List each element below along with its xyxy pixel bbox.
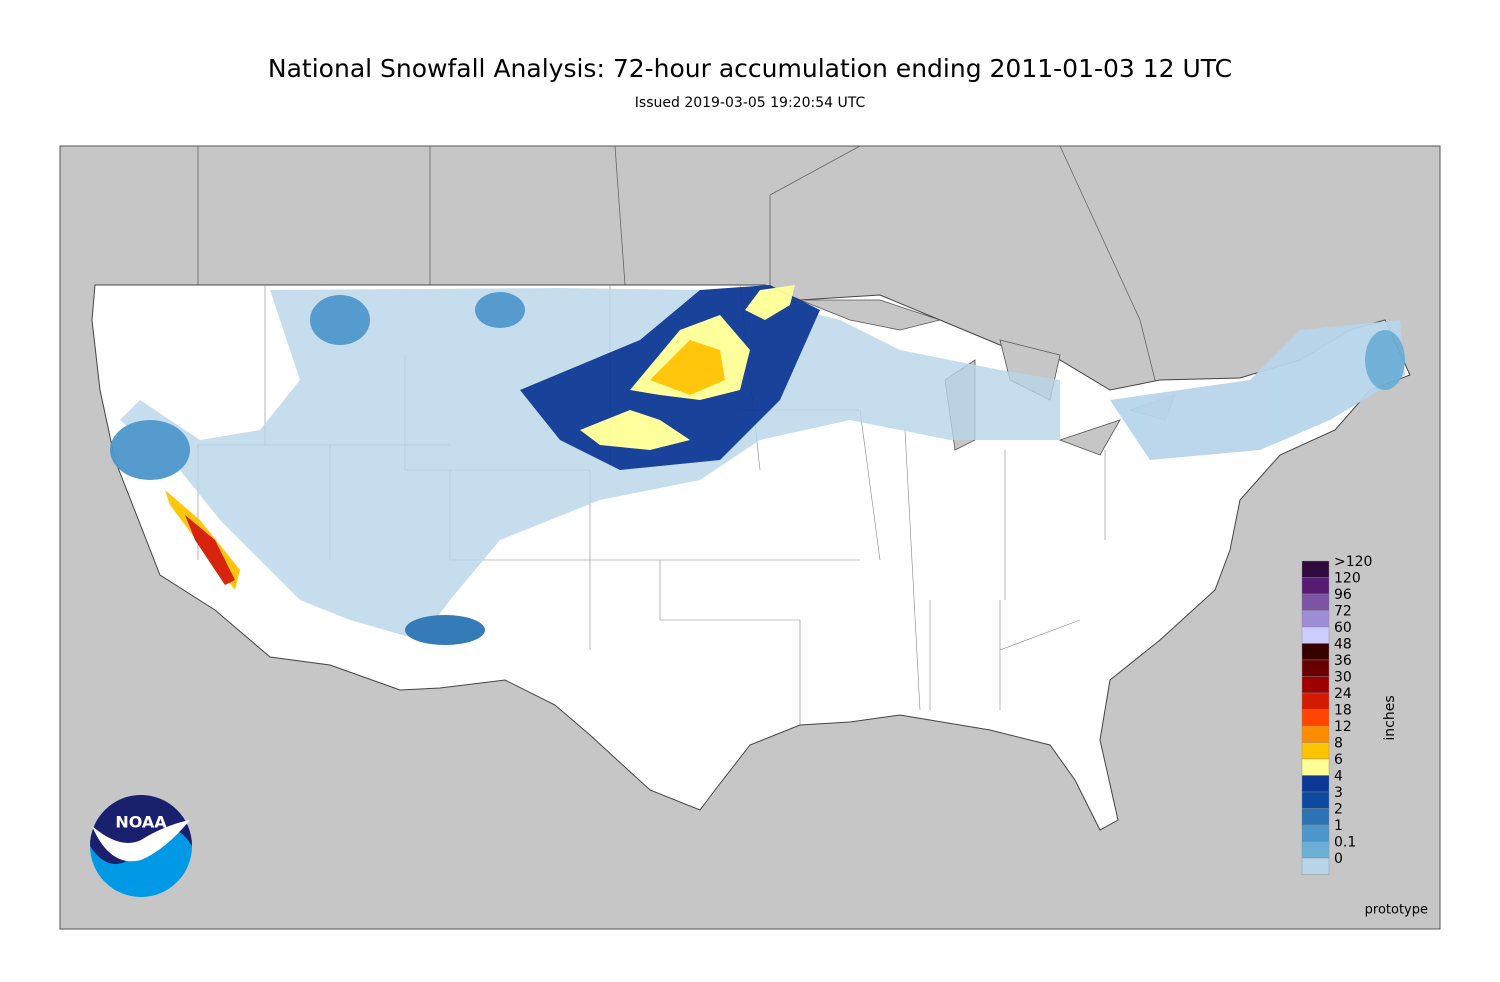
- legend-swatch: [1301, 742, 1330, 760]
- legend-label: 72: [1334, 604, 1352, 620]
- legend-swatch: [1301, 709, 1330, 727]
- legend-swatch: [1301, 758, 1330, 776]
- legend-label: 0.1: [1334, 835, 1356, 851]
- legend-label: 36: [1334, 653, 1352, 669]
- legend-label: 12: [1334, 719, 1352, 735]
- legend-label: 6: [1334, 752, 1343, 768]
- legend-label: 0: [1334, 851, 1343, 867]
- title: National Snowfall Analysis: 72-hour accu…: [268, 54, 1232, 83]
- legend-swatch: [1301, 857, 1330, 875]
- legend-label: >120: [1334, 554, 1372, 570]
- legend-label: 30: [1334, 670, 1352, 686]
- legend-swatch: [1301, 775, 1330, 793]
- noaa-logo: NOAA: [90, 795, 192, 897]
- legend-swatch: [1301, 659, 1330, 677]
- legend-label: 8: [1334, 736, 1343, 752]
- legend-label: 96: [1334, 587, 1352, 603]
- legend-swatch: [1301, 725, 1330, 743]
- legend-swatch: [1301, 676, 1330, 694]
- legend-label: 120: [1334, 571, 1361, 587]
- snowfall: [110, 285, 1405, 645]
- footer-note: prototype: [1365, 903, 1428, 918]
- legend-swatch: [1301, 692, 1330, 710]
- legend-swatch: [1301, 841, 1330, 859]
- legend-swatch: [1301, 791, 1330, 809]
- legend-label: 4: [1334, 769, 1343, 785]
- legend-label: 24: [1334, 686, 1352, 702]
- legend-label: 48: [1334, 637, 1352, 653]
- legend-swatch: [1301, 824, 1330, 842]
- legend-swatch: [1301, 643, 1330, 661]
- legend-label: 2: [1334, 802, 1343, 818]
- legend-label: 18: [1334, 703, 1352, 719]
- legend-swatch: [1301, 808, 1330, 826]
- legend-swatch: [1301, 626, 1330, 644]
- legend-swatch: [1301, 593, 1330, 611]
- legend-label: 1: [1334, 818, 1343, 834]
- legend-swatch: [1301, 560, 1330, 578]
- legend-label: 3: [1334, 785, 1343, 801]
- legend-swatch: [1301, 610, 1330, 628]
- borders: [197, 145, 1161, 401]
- legend-swatch: [1301, 577, 1330, 595]
- subtitle: Issued 2019-03-05 19:20:54 UTC: [635, 95, 866, 111]
- legend-label: 60: [1334, 620, 1352, 636]
- logo-text: NOAA: [115, 813, 167, 832]
- legend-unit: inches: [1382, 695, 1398, 740]
